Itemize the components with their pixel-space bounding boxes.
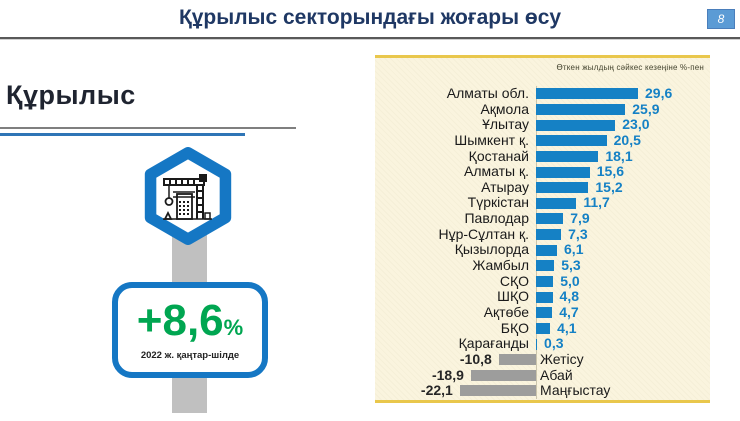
value-label: 7,3	[568, 225, 588, 242]
chart-row: Павлодар 7,9	[375, 210, 710, 227]
chart-row: БҚО 4,1	[375, 319, 710, 337]
category-label: Жамбыл	[472, 257, 529, 274]
kpi-caption: 2022 ж. қаңтар-шілде	[140, 350, 240, 361]
bar-positive	[536, 291, 553, 303]
category-label: ШҚО	[497, 288, 529, 305]
bar-negative	[470, 369, 536, 381]
bar-positive	[536, 150, 599, 162]
chart-row: Нұр-Сұлтан қ. 7,3	[375, 225, 710, 243]
bar-negative	[498, 354, 536, 366]
page-number-badge: 8	[707, 9, 735, 29]
bar-positive	[536, 197, 577, 209]
category-label: Қарағанды	[458, 335, 529, 352]
chart-row: Ұлытау 23,0	[375, 117, 710, 133]
category-label: Қызылорда	[454, 241, 529, 258]
bar-positive	[536, 135, 607, 147]
kpi-badge: +8,6% 2022 ж. қаңтар-шілде	[112, 282, 268, 378]
kpi-value: +8,6%	[137, 299, 243, 343]
category-label: Павлодар	[464, 210, 529, 227]
category-label: Ақмола	[480, 100, 529, 117]
bar-positive	[536, 244, 558, 256]
chart-row: Қарағанды 0,3	[375, 336, 710, 352]
value-label: -18,9	[431, 366, 464, 383]
value-label: 18,1	[605, 147, 633, 164]
value-label: 0,3	[544, 335, 564, 352]
section-heading: Құрылыс	[6, 80, 136, 110]
bar-positive	[536, 338, 538, 350]
value-label: 23,0	[622, 116, 650, 133]
page-number: 8	[717, 12, 725, 26]
bar-positive	[536, 260, 555, 272]
value-label: 6,1	[564, 241, 584, 258]
chart-note: Өткен жылдың сәйкес кезеңіне %-пен	[556, 63, 704, 72]
bar-negative	[459, 385, 536, 397]
bar-positive	[536, 182, 589, 194]
bar-positive	[536, 103, 626, 115]
bar-positive	[536, 275, 554, 287]
header-divider	[0, 37, 740, 39]
category-label: Жетісу	[540, 350, 584, 367]
category-label: БҚО	[500, 319, 529, 336]
kpi-percent-sign: %	[223, 315, 244, 340]
category-label: Шымкент қ.	[454, 131, 529, 148]
category-label: Абай	[540, 366, 573, 383]
bar-positive	[536, 229, 562, 241]
value-label: 5,3	[561, 257, 581, 274]
chart-row: Алматы обл. 29,6	[375, 85, 710, 102]
chart-row: ШҚО 4,8	[375, 289, 710, 305]
category-label: Ұлытау	[482, 116, 529, 133]
bar-positive	[536, 166, 590, 178]
page-title: Құрылыс секторындағы жоғары өсу	[178, 6, 562, 29]
category-label: Түркістан	[467, 194, 529, 211]
category-label: Нұр-Сұлтан қ.	[438, 225, 529, 242]
value-label: 15,6	[596, 163, 624, 180]
value-label: 20,5	[613, 131, 641, 148]
value-label: -22,1	[420, 382, 453, 399]
bar-positive	[536, 88, 638, 100]
chart-row: Жамбыл 5,3	[375, 257, 710, 274]
category-label: СҚО	[499, 272, 529, 289]
chart-row: Түркістан 11,7	[375, 195, 710, 211]
value-label: 4,7	[559, 303, 579, 320]
chart-row: Қызылорда 6,1	[375, 242, 710, 258]
category-label: Қостанай	[468, 147, 529, 164]
bar-positive	[536, 322, 551, 334]
heading-rule-gray	[0, 127, 296, 129]
chart-row: Шымкент қ. 20,5	[375, 131, 710, 149]
chart-row: Атырау 15,2	[375, 178, 710, 196]
chart-row: Жетісу -10,8	[375, 350, 710, 368]
construction-crane-icon	[160, 171, 216, 227]
chart-row: Абай -18,9	[375, 366, 710, 384]
value-label: 15,2	[595, 178, 623, 195]
value-label: 4,1	[557, 319, 577, 336]
value-label: 4,8	[559, 288, 579, 305]
value-label: 5,0	[560, 272, 580, 289]
chart-panel: Өткен жылдың сәйкес кезеңіне %-пен Алмат…	[375, 55, 710, 403]
value-label: 11,7	[583, 194, 610, 211]
value-label: 25,9	[632, 100, 660, 117]
bar-positive	[536, 213, 564, 225]
value-label: 7,9	[570, 210, 590, 227]
category-label: Алматы қ.	[464, 163, 529, 180]
chart-row: Алматы қ. 15,6	[375, 164, 710, 180]
value-label: -10,8	[459, 350, 492, 367]
kpi-number: +8,6	[136, 296, 224, 345]
category-label: Атырау	[481, 178, 529, 195]
category-label: Алматы обл.	[446, 85, 529, 101]
chart-rows: Алматы обл. 29,6 Ақмола 25,9 Ұлытау 23,0 Шымке…	[375, 85, 710, 399]
chart-row: Қостанай 18,1	[375, 147, 710, 165]
value-label: 29,6	[645, 85, 673, 101]
chart-axis-line	[536, 86, 537, 399]
category-label: Маңғыстау	[540, 382, 611, 399]
chart-row: Ақтөбе 4,7	[375, 303, 710, 321]
chart-row: Ақмола 25,9	[375, 100, 710, 118]
chart-row: Маңғыстау -22,1	[375, 383, 710, 399]
heading-rule-blue	[0, 133, 245, 136]
bar-positive	[536, 307, 553, 319]
chart-row: СҚО 5,0	[375, 272, 710, 290]
category-label: Ақтөбе	[483, 303, 529, 320]
bar-positive	[536, 119, 616, 131]
